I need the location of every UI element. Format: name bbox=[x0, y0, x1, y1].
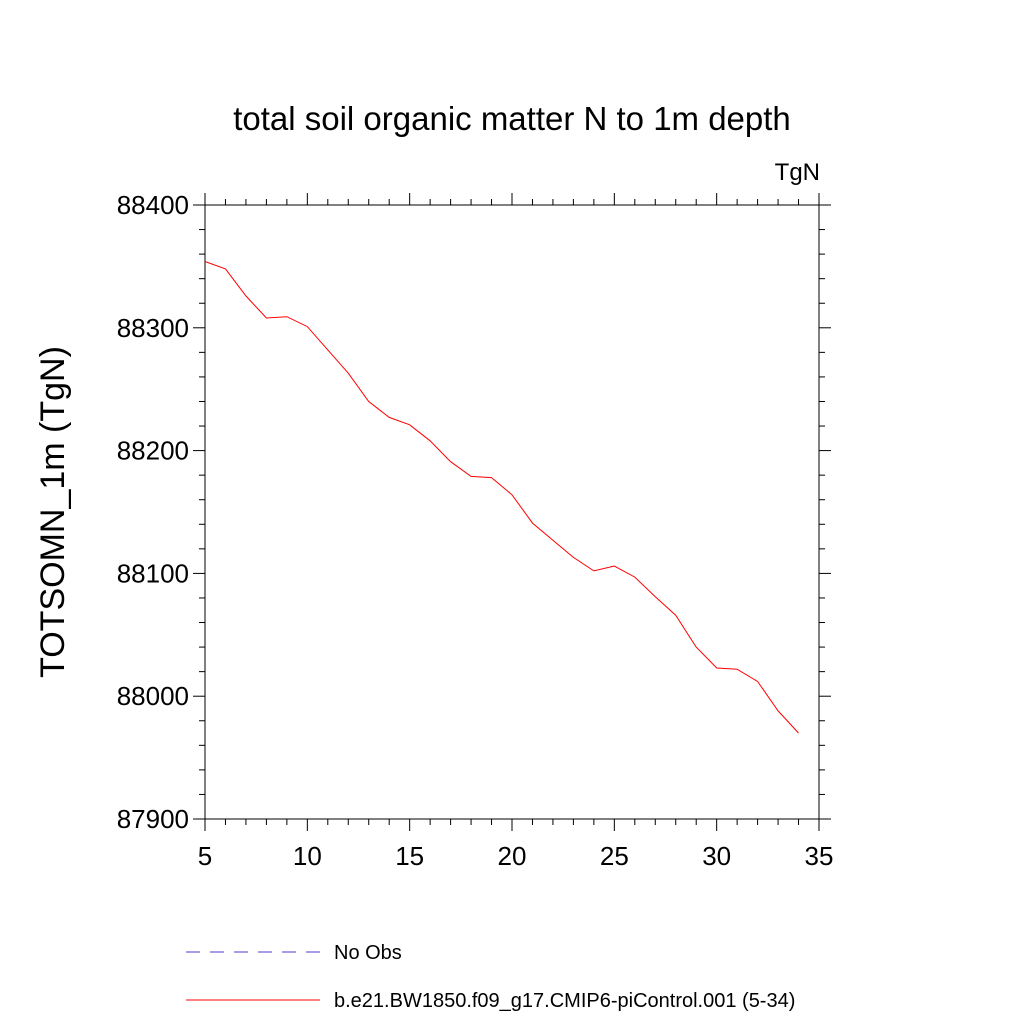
x-tick-label: 20 bbox=[498, 841, 527, 871]
y-axis-label: TOTSOMN_1m (TgN) bbox=[34, 346, 72, 678]
x-tick-label: 25 bbox=[600, 841, 629, 871]
axis-ticks: 5 10 15 20 25 30 35 87900 88000 88100 88200 88300 88… bbox=[117, 190, 834, 871]
legend-label: b.e21.BW1850.f09_g17.CMIP6-piControl.001… bbox=[334, 990, 795, 1012]
chart-title: total soil organic matter N to 1m depth bbox=[233, 100, 791, 137]
y-tick-label: 87900 bbox=[117, 804, 189, 834]
y-tick-label: 88000 bbox=[117, 681, 189, 711]
x-tick-label: 30 bbox=[702, 841, 731, 871]
legend: No Obs b.e21.BW1850.f09_g17.CMIP6-piContr… bbox=[186, 942, 795, 1012]
x-tick-label: 10 bbox=[293, 841, 322, 871]
series-line bbox=[204, 261, 799, 734]
y-tick-label: 88300 bbox=[117, 313, 189, 343]
y-tick-label: 88200 bbox=[117, 436, 189, 466]
plot-frame bbox=[204, 204, 820, 820]
series-layer bbox=[204, 261, 799, 734]
x-tick-label: 15 bbox=[395, 841, 424, 871]
y-tick-label: 88400 bbox=[117, 190, 189, 220]
y-tick-label: 88100 bbox=[117, 558, 189, 588]
x-tick-label: 35 bbox=[805, 841, 834, 871]
units-label: TgN bbox=[775, 159, 820, 186]
x-tick-label: 5 bbox=[198, 841, 212, 871]
legend-label: No Obs bbox=[334, 942, 402, 964]
